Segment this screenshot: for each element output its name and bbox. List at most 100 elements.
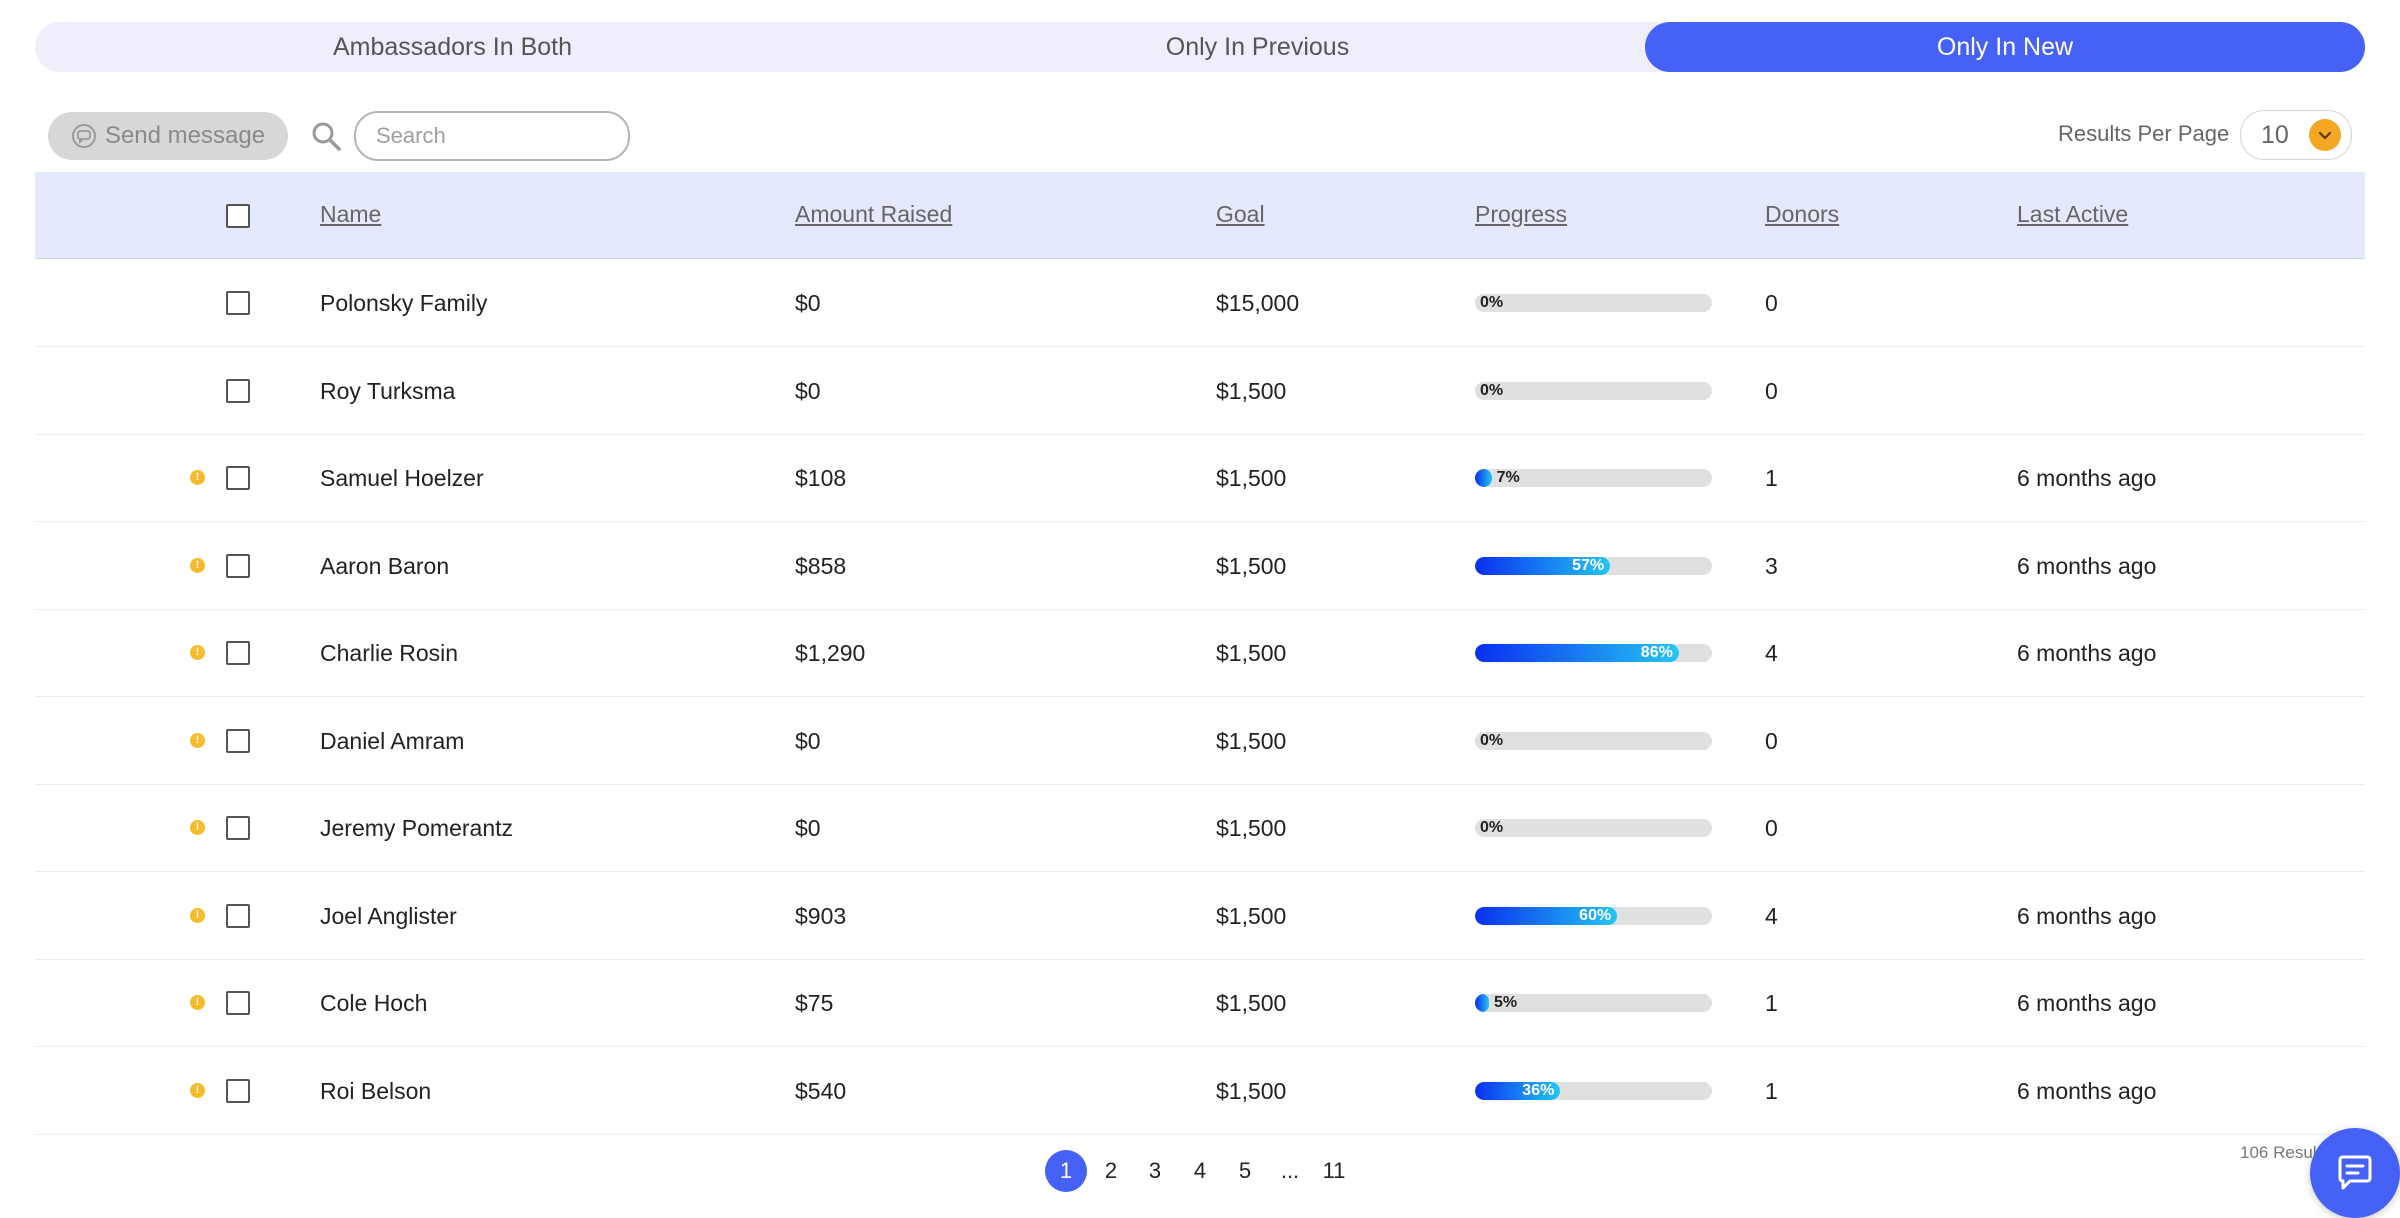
table-row[interactable]: Polonsky Family $0 $15,000 0% 0 [35,259,2365,347]
cell-goal: $1,500 [1216,815,1287,841]
table-row[interactable]: ! Charlie Rosin $1,290 $1,500 86% 4 6 months a… [35,609,2365,697]
segment-tabs: Ambassadors In Both Only In Previous Onl… [35,22,2365,72]
cell-last-active: 6 months ago [2017,1077,2157,1104]
progress-bar: 86% [1475,644,1712,662]
table-row[interactable]: ! Daniel Amram $0 $1,500 0% 0 [35,697,2365,785]
progress-fill [1475,906,1618,925]
progress-bar: 5% [1475,994,1712,1012]
column-header-progress[interactable]: Progress [1475,201,1568,227]
row-checkbox[interactable] [226,553,250,578]
table-header: Name Amount Raised Goal Progress Donors … [35,172,2365,259]
cell-donors: 0 [1765,377,1778,404]
row-checkbox[interactable] [226,903,250,928]
row-checkbox[interactable] [226,641,250,665]
warning-icon: ! [190,470,205,485]
cell-name: Daniel Amram [320,727,465,754]
cell-name: Jeremy Pomerantz [320,815,514,841]
column-header-goal[interactable]: Goal [1216,201,1265,227]
cell-goal: $1,500 [1216,640,1287,666]
page-button-11[interactable]: 11 [1322,1158,1346,1183]
table-row[interactable]: ! Joel Anglister $903 $1,500 60% 4 6 months ag… [35,872,2365,960]
cell-name: Roi Belson [320,1077,432,1104]
cell-amount-raised: $0 [795,815,821,841]
warning-icon: ! [190,732,205,748]
page-ellipsis: ... [1280,1158,1300,1183]
cell-amount-raised: $540 [795,1077,847,1104]
cell-goal: $1,500 [1216,377,1287,404]
table-row[interactable]: ! Aaron Baron $858 $1,500 57% 3 6 months ago [35,522,2365,610]
warning-icon: ! [190,645,205,660]
results-per-page-select[interactable]: 10 [2240,110,2352,160]
cell-donors: 3 [1765,552,1778,579]
cell-amount-raised: $858 [795,552,847,579]
tab-only-in-new[interactable]: Only In New [1645,22,2365,72]
progress-label: 0% [1480,381,1504,399]
cell-goal: $15,000 [1216,290,1300,316]
page-button-5[interactable]: 5 [1238,1158,1252,1183]
cell-amount-raised: $0 [795,290,821,316]
select-all-checkbox[interactable] [226,204,250,228]
search-input[interactable] [354,111,630,161]
progress-label: 57% [1572,556,1605,574]
warning-icon: ! [190,995,205,1010]
cell-amount-raised: $0 [795,727,821,754]
progress-fill [1475,994,1489,1012]
row-checkbox[interactable] [226,466,250,490]
cell-goal: $1,500 [1216,1077,1287,1104]
column-header-donors[interactable]: Donors [1765,201,1840,227]
column-header-last-active[interactable]: Last Active [2017,201,2129,227]
search-icon [312,122,341,151]
progress-bar: 0% [1475,381,1712,400]
cell-amount-raised: $903 [795,902,847,929]
progress-bar: 36% [1475,1081,1712,1100]
cell-amount-raised: $0 [795,377,821,404]
warning-icon: ! [190,820,205,835]
cell-name: Samuel Hoelzer [320,465,484,491]
cell-amount-raised: $108 [795,465,847,491]
progress-label: 0% [1480,731,1504,749]
row-checkbox[interactable] [226,816,250,840]
cell-name: Charlie Rosin [320,640,459,666]
cell-name: Aaron Baron [320,552,450,579]
table-row[interactable]: ! Roi Belson $540 $1,500 36% 1 6 months ago [35,1047,2365,1135]
progress-label: 86% [1640,644,1673,661]
cell-donors: 0 [1765,815,1778,841]
row-checkbox[interactable] [226,991,250,1015]
send-message-button[interactable]: Send message [48,112,288,160]
cell-donors: 1 [1765,990,1778,1016]
tab-only-in-previous[interactable]: Only In Previous [1165,33,1350,61]
table-row[interactable]: ! Cole Hoch $75 $1,500 5% 1 6 months ago [35,959,2365,1047]
progress-fill [1475,469,1492,487]
cell-donors: 4 [1765,640,1778,666]
progress-bar: 7% [1475,469,1712,487]
page-button-1[interactable]: 1 [1045,1150,1087,1192]
page-button-2[interactable]: 2 [1104,1158,1118,1183]
table-row[interactable]: ! Jeremy Pomerantz $0 $1,500 0% 0 [35,784,2365,872]
table-row[interactable]: ! Samuel Hoelzer $108 $1,500 7% 1 6 months ago [35,434,2365,522]
column-header-amount-raised[interactable]: Amount Raised [795,201,953,227]
cell-donors: 0 [1765,290,1778,316]
row-checkbox[interactable] [226,728,250,753]
chat-button[interactable] [2310,1128,2400,1218]
progress-fill [1475,556,1611,575]
progress-bar: 60% [1475,906,1712,925]
cell-donors: 1 [1765,1077,1778,1104]
results-per-page-value: 10 [2261,121,2289,149]
results-per-page-label: Results Per Page [2058,121,2230,146]
cell-goal: $1,500 [1216,465,1287,491]
column-header-name[interactable]: Name [320,201,382,227]
table-row[interactable]: Roy Turksma $0 $1,500 0% 0 [35,347,2365,435]
cell-donors: 4 [1765,902,1778,929]
chevron-down-icon[interactable] [2309,119,2341,151]
page-button-3[interactable]: 3 [1148,1158,1162,1183]
cell-name: Cole Hoch [320,990,428,1016]
progress-fill [1475,644,1679,662]
row-checkbox[interactable] [226,291,250,315]
row-checkbox[interactable] [226,378,250,403]
progress-label: 60% [1579,906,1612,924]
row-checkbox[interactable] [226,1078,250,1103]
cell-last-active: 6 months ago [2017,902,2157,929]
tab-ambassadors-in-both[interactable]: Ambassadors In Both [332,33,572,61]
progress-label: 5% [1494,994,1518,1011]
page-button-4[interactable]: 4 [1193,1158,1207,1183]
